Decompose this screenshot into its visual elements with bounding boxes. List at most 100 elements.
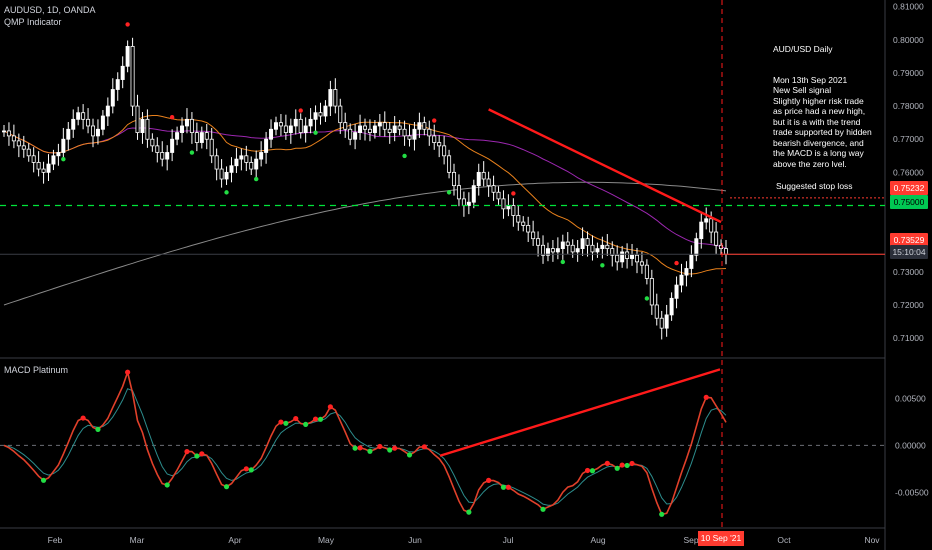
candle-down bbox=[541, 244, 546, 256]
stop-loss-label: Suggested stop loss bbox=[776, 181, 853, 191]
macd-trough-dot bbox=[248, 467, 254, 473]
candle-up bbox=[560, 241, 565, 250]
candle-down bbox=[86, 118, 91, 127]
candle-up bbox=[466, 201, 471, 206]
macd-tick-label: -0.00500 bbox=[895, 487, 929, 497]
candle-down bbox=[21, 145, 26, 150]
countdown-tag: 15:10:04 bbox=[890, 245, 928, 259]
candle-down bbox=[570, 244, 575, 253]
candle-down bbox=[615, 254, 620, 263]
candle-down bbox=[249, 162, 254, 170]
candle-up bbox=[46, 163, 51, 173]
time-tick-label: Sep bbox=[683, 535, 698, 545]
sell-signal-dot bbox=[298, 108, 303, 113]
macd-trough-dot bbox=[589, 468, 596, 474]
macd-trough-dot bbox=[95, 426, 101, 433]
candle-up bbox=[600, 244, 605, 250]
macd-peak-dot bbox=[392, 445, 398, 451]
candle-down bbox=[204, 132, 209, 140]
candle-down bbox=[565, 241, 570, 246]
candle-down bbox=[516, 215, 521, 223]
sell-signal-dot bbox=[674, 260, 679, 266]
candle-down bbox=[36, 162, 41, 170]
candle-up bbox=[259, 152, 264, 160]
price-tick-label: 0.80000 bbox=[893, 35, 924, 45]
candle-up bbox=[689, 254, 694, 269]
candle-down bbox=[214, 155, 219, 170]
candle-down bbox=[526, 225, 531, 233]
time-tick-label: May bbox=[318, 535, 335, 545]
candle-down bbox=[639, 261, 644, 266]
candle-up bbox=[694, 238, 699, 256]
time-tick-label: Oct bbox=[777, 535, 791, 545]
price-tick-label: 0.79000 bbox=[893, 68, 924, 78]
macd-panel-title: MACD Platinum bbox=[4, 365, 69, 375]
price-tick-label: 0.76000 bbox=[893, 167, 924, 177]
candle-down bbox=[6, 130, 11, 137]
candle-down bbox=[422, 122, 427, 130]
macd-trough-dot bbox=[317, 416, 324, 422]
candle-down bbox=[491, 185, 496, 193]
candle-down bbox=[585, 238, 590, 246]
candle-down bbox=[145, 118, 150, 140]
macd-trough-dot bbox=[659, 511, 665, 517]
candle-down bbox=[91, 125, 96, 137]
candle-down bbox=[26, 148, 31, 157]
candle-up bbox=[234, 158, 239, 167]
buy-signal-dot bbox=[313, 130, 318, 135]
candle-down bbox=[649, 278, 654, 306]
candle-down bbox=[283, 125, 288, 133]
time-tick-label: Aug bbox=[590, 535, 605, 545]
price-tick-label: 0.78000 bbox=[893, 101, 924, 111]
time-tick-label: Apr bbox=[228, 535, 241, 545]
candle-up bbox=[199, 132, 204, 143]
macd-peak-dot bbox=[327, 404, 333, 410]
date-cursor-badge: 10 Sep '21 bbox=[698, 531, 744, 546]
stop-price-tag: 0.75232 bbox=[890, 181, 928, 195]
price-trendline bbox=[488, 108, 722, 224]
candle-up bbox=[273, 122, 278, 130]
candle-down bbox=[397, 125, 402, 130]
ma-slow-line bbox=[3, 181, 727, 306]
candle-up bbox=[51, 155, 56, 165]
candle-down bbox=[155, 145, 160, 153]
macd-trough-dot bbox=[352, 445, 358, 451]
macd-peak-dot bbox=[293, 415, 299, 422]
buy-signal-dot bbox=[189, 150, 195, 155]
candle-up bbox=[120, 65, 125, 80]
macd-peak-dot bbox=[357, 445, 363, 451]
buy-signal-dot bbox=[560, 259, 566, 265]
candle-down bbox=[219, 168, 224, 180]
candle-down bbox=[536, 238, 541, 246]
candle-up bbox=[372, 125, 377, 133]
candle-down bbox=[625, 251, 630, 259]
candle-down bbox=[610, 248, 615, 256]
candle-down bbox=[605, 244, 610, 250]
candle-down bbox=[654, 304, 659, 319]
macd-trough-dot bbox=[223, 484, 230, 490]
macd-trough-dot bbox=[406, 452, 413, 458]
candle-down bbox=[659, 317, 664, 329]
candle-down bbox=[31, 155, 36, 163]
macd-tick-label: 0.00500 bbox=[895, 393, 926, 403]
candle-down bbox=[521, 221, 526, 226]
candle-down bbox=[709, 218, 714, 233]
macd-peak-dot bbox=[584, 467, 591, 474]
time-tick-label: Feb bbox=[48, 535, 63, 545]
indicator-name: QMP Indicator bbox=[4, 17, 62, 27]
candle-up bbox=[699, 221, 704, 240]
symbol-title: AUDUSD, 1D, OANDA bbox=[4, 5, 96, 15]
candle-down bbox=[298, 118, 303, 133]
macd-trough-dot bbox=[194, 453, 200, 459]
candle-up bbox=[308, 118, 313, 127]
macd-divergence-line bbox=[439, 368, 721, 457]
candle-up bbox=[620, 251, 625, 263]
macd-peak-dot bbox=[703, 394, 709, 400]
candle-down bbox=[130, 46, 135, 107]
candle-up bbox=[105, 105, 110, 117]
candle-up bbox=[66, 128, 71, 140]
macd-peak-dot bbox=[199, 451, 205, 457]
last-price-tag: 0.73529 bbox=[890, 233, 928, 247]
